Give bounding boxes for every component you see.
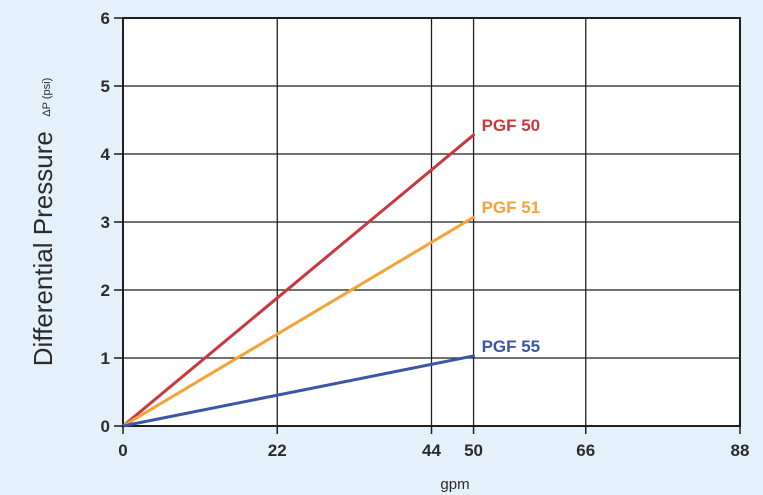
svg-text:Differential Pressure ΔP: Differential Pressure ΔP (psi) xyxy=(28,78,58,366)
x-tick-label: 0 xyxy=(118,441,127,460)
series-line xyxy=(121,133,476,428)
y-axis-title-group: Differential Pressure ΔP (psi) xyxy=(28,78,58,366)
y-tick-label: 5 xyxy=(101,77,110,96)
y-tick-label: 0 xyxy=(101,417,110,436)
series-line xyxy=(121,354,476,428)
series-line xyxy=(121,215,476,428)
y-tick-label: 4 xyxy=(101,145,111,164)
x-axis-ticks: 0 22 44 50 66 88 xyxy=(118,426,749,460)
x-tick-label: 44 xyxy=(422,441,441,460)
y-axis-ticks: 0 1 2 3 4 5 6 xyxy=(101,9,123,436)
grid-lines xyxy=(123,18,740,426)
x-axis-title: gpm xyxy=(440,476,469,493)
series-label: PGF 55 xyxy=(482,337,541,356)
y-tick-label: 6 xyxy=(101,9,110,28)
y-axis-unit: ΔP (psi) xyxy=(41,78,53,117)
series-label: PGF 50 xyxy=(482,116,541,135)
x-tick-label: 22 xyxy=(268,441,287,460)
y-tick-label: 2 xyxy=(101,281,110,300)
x-tick-label: 88 xyxy=(731,441,750,460)
y-axis-title: Differential Pressure xyxy=(28,131,58,366)
x-tick-label: 50 xyxy=(464,441,483,460)
y-tick-label: 1 xyxy=(101,349,110,368)
series-labels: PGF 50 PGF 51 PGF 55 xyxy=(482,116,541,356)
y-tick-label: 3 xyxy=(101,213,110,232)
series-label: PGF 51 xyxy=(482,198,541,217)
series-lines xyxy=(121,133,476,428)
x-tick-label: 66 xyxy=(576,441,595,460)
